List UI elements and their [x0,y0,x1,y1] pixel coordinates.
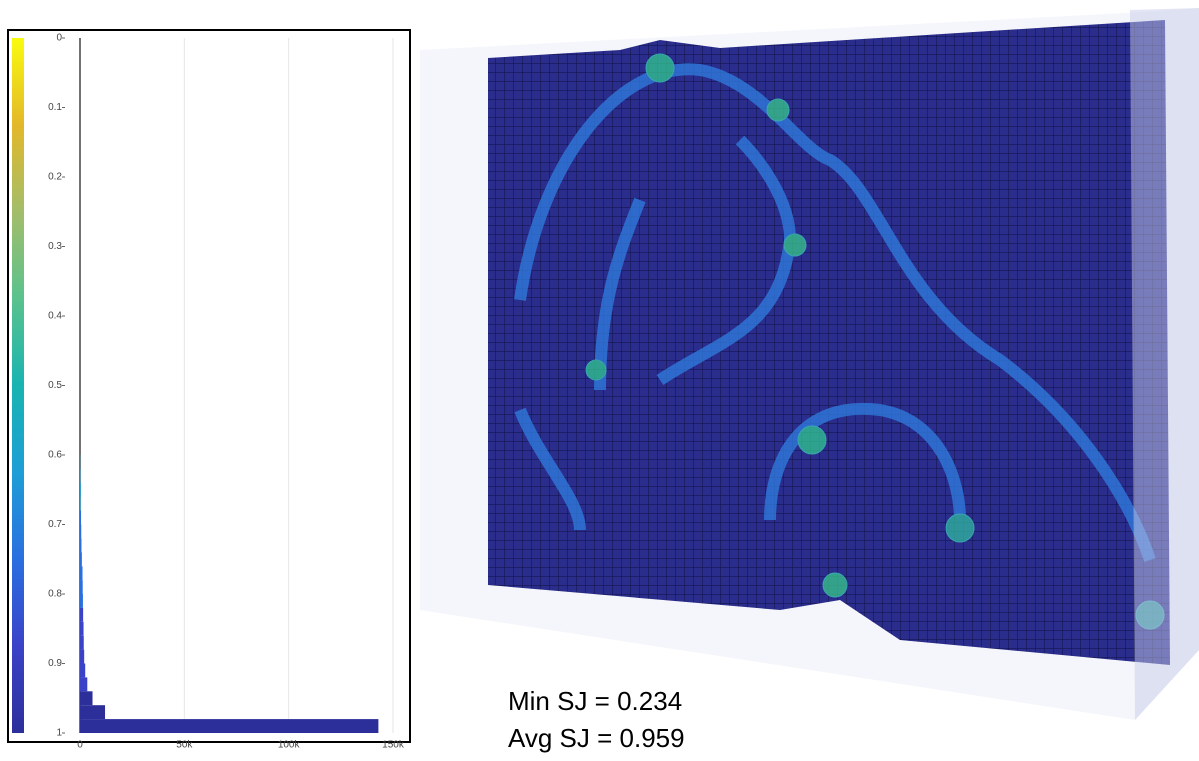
y-tick-label: 0.6 [48,450,62,461]
bar [80,538,81,552]
bar [80,636,84,650]
bar [80,677,87,691]
y-tick-label: 0.9 [48,658,62,669]
bar [80,664,85,678]
y-tick-label: 0.1 [48,102,62,113]
bar [80,552,82,566]
y-tick-label: 0 [56,33,62,44]
annotation: Avg SJ = 0.959 [508,723,685,753]
mesh-view [420,8,1199,720]
x-tick-label: 0 [77,740,83,751]
bar [80,594,83,608]
bar [80,497,81,511]
y-tick-label: 0.7 [48,519,62,530]
page: Min SJ = 0.234 Avg SJ = 0.959 0 50k 100k 15… [0,0,1199,756]
bar [80,566,83,580]
x-tick-label: 150k [382,740,405,751]
y-tick-label: 0.2 [48,172,62,183]
bar [80,580,83,594]
y-tick-label: 1 [56,728,62,739]
bar [80,525,81,539]
colorbar [12,38,24,733]
y-tick-label: 0.3 [48,241,62,252]
y-tick-label: 0.5 [48,380,62,391]
bar [80,705,105,719]
x-tick-label: 100k [278,740,301,751]
bar [80,483,81,497]
bar [80,608,83,622]
bar [80,511,81,525]
y-tick-label: 0.4 [48,311,62,322]
x-tick-label: 50k [176,740,193,751]
bar [80,622,84,636]
bar [80,719,378,733]
annotation: Min SJ = 0.234 [508,686,682,716]
y-tick-label: 0.8 [48,589,62,600]
bar [80,650,84,664]
chart-frame [8,30,410,742]
bar [80,691,93,705]
